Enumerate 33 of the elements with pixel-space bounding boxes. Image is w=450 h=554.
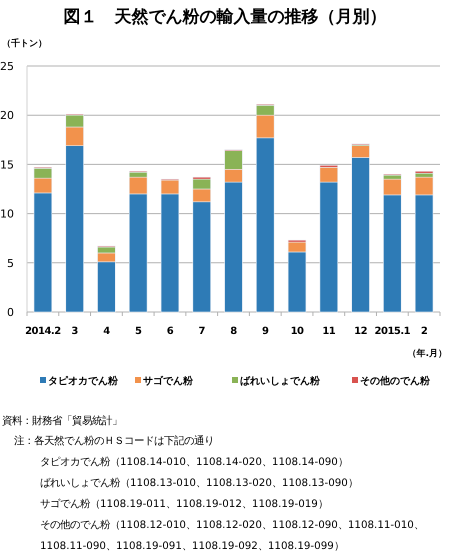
text: サゴでん粉（1108.19-011、1108.19-012、1108.19-019） bbox=[40, 498, 328, 510]
legend-label: サゴでん粉 bbox=[143, 375, 194, 387]
text: 資料：財務省「貿易統計」 bbox=[2, 415, 122, 427]
x-tick-label: 2 bbox=[420, 326, 428, 337]
text: 注：各天然でん粉のＨＳコードは下記の通り bbox=[14, 435, 214, 447]
x-tick-label: 6 bbox=[166, 326, 174, 337]
x-axis-title: （年.月） bbox=[408, 348, 447, 359]
y-tick-label: 0 bbox=[7, 306, 14, 319]
chart-title: 図１ 天然でん粉の輸入量の推移（月別） bbox=[64, 7, 386, 27]
x-tick-label: 2014.2 bbox=[25, 326, 62, 337]
x-tick-label: 2015.1 bbox=[374, 326, 411, 337]
x-tick-label: 10 bbox=[290, 326, 304, 337]
x-tick-label: 3 bbox=[71, 326, 78, 337]
y-tick-label: 10 bbox=[0, 208, 14, 221]
x-tick-label: 11 bbox=[322, 326, 336, 337]
y-tick-label: 25 bbox=[0, 60, 14, 73]
y-tick-label: 5 bbox=[7, 256, 14, 270]
y-axis-title: （千トン） bbox=[2, 38, 47, 49]
legend-label: ばれいしょでん粉 bbox=[240, 375, 321, 387]
x-tick-label: 4 bbox=[103, 326, 110, 337]
text: 1108.11-090、1108.19-091、1108.19-092、1108.19-099） bbox=[40, 540, 344, 552]
x-tick-label: 8 bbox=[230, 326, 238, 337]
x-tick-label: 9 bbox=[262, 326, 270, 337]
text: ばれいしょでん粉（1108.13-010、1108.13-020、1108.13-090） bbox=[40, 477, 358, 489]
y-tick-label: 15 bbox=[0, 158, 14, 172]
legend-label: その他のでん粉 bbox=[360, 375, 431, 387]
x-tick-label: 7 bbox=[198, 326, 206, 337]
text: タピオカでん粉（1108.14-010、1108.14-020、1108.14-090） bbox=[40, 456, 348, 468]
x-tick-label: 5 bbox=[134, 326, 142, 337]
text: その他のでん粉（1108.12-010、1108.12-020、1108.12-090、1108.11-010、 bbox=[40, 519, 424, 531]
legend-label: タピオカでん粉 bbox=[48, 375, 119, 387]
y-tick-label: 20 bbox=[0, 109, 14, 122]
x-tick-label: 12 bbox=[354, 326, 368, 337]
